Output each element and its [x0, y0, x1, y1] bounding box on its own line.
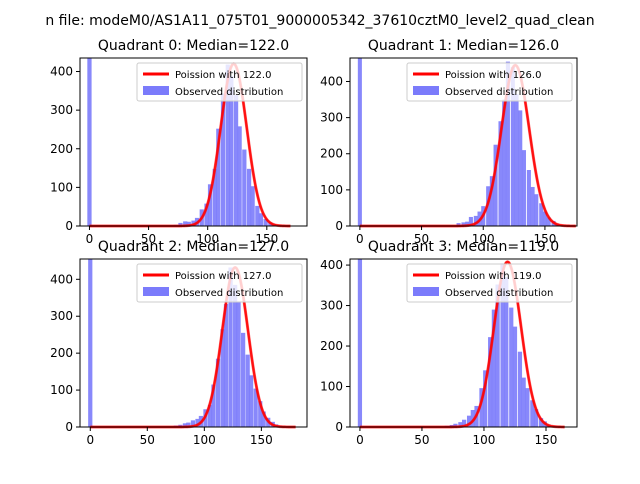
x-tick-label: 0: [86, 232, 94, 246]
y-tick-label: 100: [50, 383, 73, 397]
legend-label-observed: Observed distribution: [445, 288, 553, 299]
legend-bar-swatch: [413, 86, 439, 95]
legend-label-fit: Poission with 119.0: [445, 271, 541, 282]
histogram-bar: [236, 301, 240, 427]
histogram-bar: [250, 186, 254, 226]
legend-label-fit: Poission with 126.0: [445, 70, 541, 81]
histogram-bar: [509, 308, 513, 427]
histogram-bar: [513, 327, 517, 427]
x-tick-label: 100: [193, 433, 216, 447]
legend-bar-swatch: [143, 287, 169, 296]
subplot-title: Quadrant 3: Median=119.0: [368, 239, 559, 255]
y-tick-label: 100: [320, 183, 343, 197]
y-tick-label: 100: [50, 180, 73, 194]
y-tick-label: 300: [320, 299, 343, 313]
x-tick-label: 150: [250, 433, 273, 447]
y-tick-label: 400: [320, 74, 343, 88]
legend-label-observed: Observed distribution: [175, 87, 283, 98]
y-tick-label: 0: [335, 420, 343, 434]
subplot-title: Quadrant 2: Median=127.0: [98, 239, 289, 255]
histogram-bar: [531, 187, 535, 226]
y-tick-label: 300: [50, 103, 73, 117]
histogram-bar: [522, 150, 526, 226]
y-tick-label: 300: [50, 309, 73, 323]
histogram-bar: [358, 58, 362, 226]
histogram-bar: [87, 58, 91, 226]
y-tick-label: 200: [320, 339, 343, 353]
x-tick-label: 0: [356, 433, 364, 447]
subplot-3: 0 50 100 150 0 100 200 300 400 Quadrant 3: Median…: [320, 239, 577, 447]
y-tick-label: 400: [50, 65, 73, 79]
histogram-bar: [518, 352, 522, 427]
figure-suptitle: n file: modeM0/AS1A11_075T01_9000005342_…: [45, 13, 594, 29]
x-tick-label: 0: [86, 433, 94, 447]
y-tick-label: 400: [50, 272, 73, 286]
histogram-bar: [518, 110, 522, 226]
histogram-bar: [242, 150, 246, 226]
histogram-bar: [259, 213, 263, 226]
y-tick-label: 300: [320, 111, 343, 125]
legend: Poission with 122.0 Observed distribution: [137, 63, 302, 101]
histogram-bar: [522, 378, 526, 427]
y-tick-label: 200: [50, 142, 73, 156]
legend-label-observed: Observed distribution: [445, 87, 553, 98]
legend-label-fit: Poission with 127.0: [175, 271, 271, 282]
x-tick-label: 0: [356, 232, 364, 246]
legend: Poission with 127.0 Observed distribution: [137, 264, 302, 302]
y-tick-label: 0: [65, 420, 73, 434]
x-tick-label: 50: [414, 433, 429, 447]
histogram-bar: [525, 388, 529, 427]
y-tick-label: 400: [320, 258, 343, 272]
legend-label-observed: Observed distribution: [175, 288, 283, 299]
legend: Poission with 119.0 Observed distribution: [407, 264, 572, 302]
legend: Poission with 126.0 Observed distribution: [407, 63, 572, 101]
y-tick-label: 100: [320, 380, 343, 394]
histogram-bar: [534, 194, 538, 226]
subplot-title: Quadrant 1: Median=126.0: [368, 38, 559, 54]
y-tick-label: 200: [320, 147, 343, 161]
histogram-bar: [237, 126, 241, 226]
histogram-bar: [358, 259, 362, 427]
x-tick-label: 150: [535, 433, 558, 447]
histogram-bar: [88, 259, 92, 427]
x-tick-label: 100: [473, 433, 496, 447]
legend-bar-swatch: [143, 86, 169, 95]
histogram-bar: [515, 94, 519, 226]
histogram-bar: [527, 170, 531, 226]
subplot-2: 0 50 100 150 0 100 200 300 400 Quadrant 2: Median…: [50, 239, 307, 447]
legend-label-fit: Poission with 122.0: [175, 70, 271, 81]
y-tick-label: 0: [65, 219, 73, 233]
subplot-title: Quadrant 0: Median=122.0: [98, 38, 289, 54]
x-tick-label: 50: [140, 433, 155, 447]
legend-bar-swatch: [413, 287, 439, 296]
histogram-bar: [241, 333, 245, 427]
y-tick-label: 0: [335, 219, 343, 233]
histogram-bar: [249, 375, 253, 427]
y-tick-label: 200: [50, 346, 73, 360]
